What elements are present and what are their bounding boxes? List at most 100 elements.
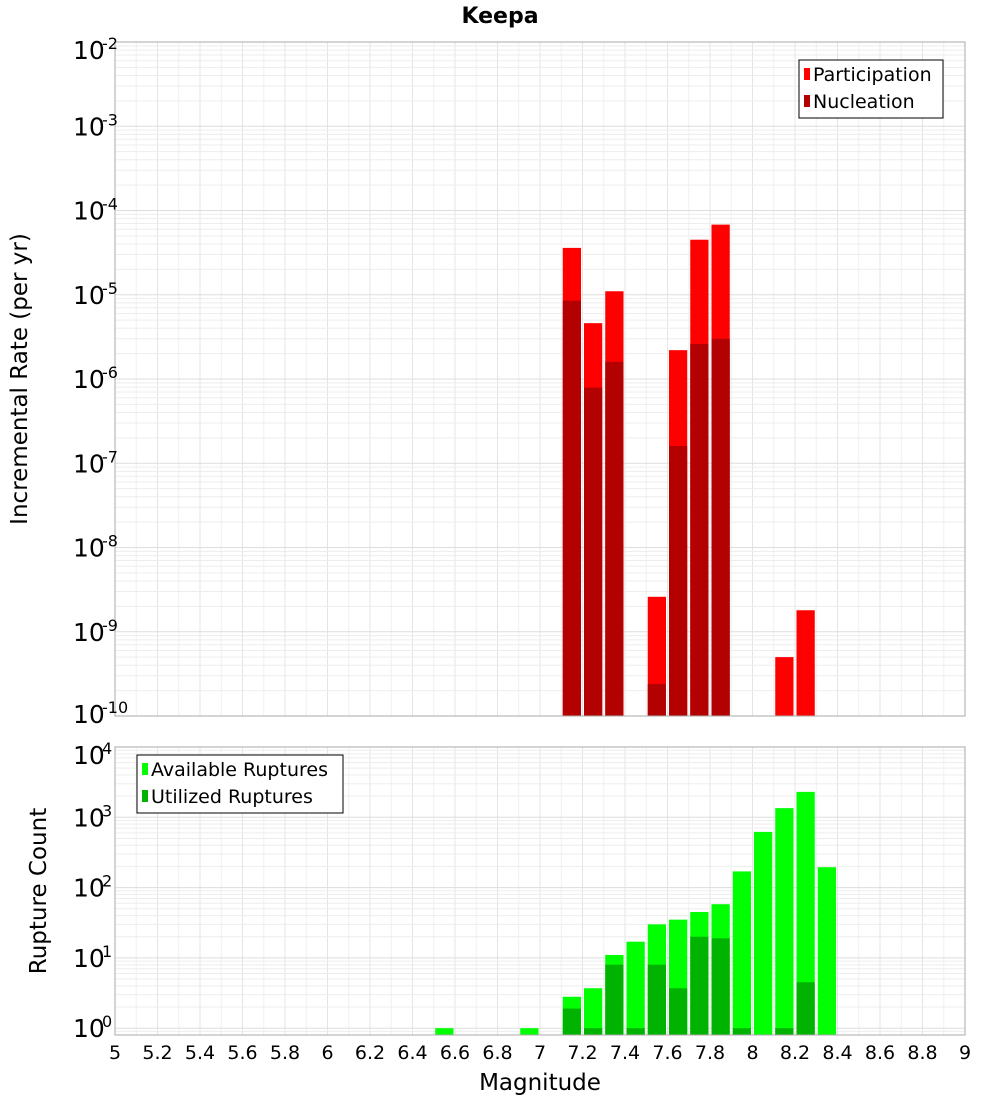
x-tick-label: 8.8 — [907, 1042, 937, 1064]
x-axis-ticks: 5 5.2 5.4 5.6 5.8 6 6.2 6.4 6.6 6.8 7 7.2 7.4 7.6 7.8 8… — [109, 1042, 971, 1064]
top-y-tick-label: 10 — [73, 197, 105, 226]
available-ruptures-bar — [520, 1028, 539, 1035]
x-tick-label: 7 — [534, 1042, 546, 1064]
utilized-ruptures-legend-swatch — [142, 790, 148, 802]
bottom-plot-bars — [435, 791, 836, 1035]
nucleation-legend-swatch — [804, 95, 810, 107]
top-plot-bars — [562, 224, 815, 716]
top-y-tick-exponent: -9 — [102, 616, 118, 635]
x-tick-label: 5.2 — [142, 1042, 172, 1064]
utilized-ruptures-bar — [669, 988, 688, 1035]
nucleation-bar — [605, 361, 624, 716]
utilized-ruptures-bar — [584, 1028, 603, 1035]
available-ruptures-bar — [732, 871, 751, 1035]
bottom-y-tick-label: 10 — [73, 1014, 105, 1043]
top-plot-frame — [114, 41, 966, 717]
x-axis-title: Magnitude — [479, 1070, 601, 1096]
bottom-plot-frame — [114, 746, 966, 1036]
top-legend: Participation Nucleation — [798, 59, 944, 119]
bottom-y-tick-exponent: 0 — [102, 1012, 112, 1031]
utilized-ruptures-bar — [690, 936, 709, 1035]
top-legend-box — [798, 59, 944, 119]
participation-bar — [796, 610, 815, 716]
nucleation-bar — [669, 446, 688, 716]
top-y-tick-label: 10 — [73, 700, 105, 729]
x-tick-label: 6.2 — [355, 1042, 385, 1064]
x-tick-label: 6.8 — [482, 1042, 512, 1064]
utilized-ruptures-bar — [711, 938, 730, 1035]
utilized-ruptures-bar — [562, 1008, 581, 1035]
utilized-ruptures-bar — [647, 964, 666, 1035]
bottom-y-tick-label: 10 — [73, 874, 105, 903]
top-y-tick-exponent: -10 — [102, 698, 128, 717]
top-y-tick-exponent: -5 — [102, 279, 118, 298]
x-tick-label: 6.6 — [440, 1042, 470, 1064]
nucleation-bar — [647, 683, 666, 716]
x-tick-label: 5.4 — [185, 1042, 215, 1064]
bottom-y-axis-title: Rupture Count — [26, 808, 52, 974]
top-y-tick-exponent: -4 — [102, 195, 118, 214]
x-tick-label: 8.2 — [780, 1042, 810, 1064]
top-y-tick-label: 10 — [73, 534, 105, 563]
available-ruptures-bar — [626, 941, 645, 1035]
x-tick-label: 8.4 — [822, 1042, 852, 1064]
top-y-axis-title: Incremental Rate (per yr) — [7, 233, 33, 525]
bottom-y-tick-label: 10 — [73, 741, 105, 770]
x-tick-label: 7.6 — [652, 1042, 682, 1064]
chart-title: Keepa — [461, 4, 538, 29]
x-tick-label: 8 — [746, 1042, 758, 1064]
available-ruptures-bar — [584, 988, 603, 1035]
x-tick-label: 9 — [959, 1042, 971, 1064]
top-y-tick-exponent: -3 — [102, 110, 118, 129]
utilized-ruptures-bar — [775, 1028, 794, 1035]
x-tick-label: 7.8 — [695, 1042, 725, 1064]
bottom-y-tick-exponent: 3 — [102, 801, 112, 820]
bottom-legend: Available Ruptures Utilized Ruptures — [136, 754, 344, 814]
top-plot-grid — [115, 42, 965, 716]
x-tick-label: 5.6 — [227, 1042, 257, 1064]
top-y-tick-label: 10 — [73, 281, 105, 310]
available-ruptures-bar — [796, 791, 815, 1035]
available-ruptures-bar — [754, 831, 773, 1035]
top-y-tick-exponent: -7 — [102, 447, 118, 466]
bottom-y-tick-label: 10 — [73, 944, 105, 973]
available-ruptures-bar — [817, 867, 836, 1035]
nucleation-bar — [690, 344, 709, 716]
x-tick-label: 6.4 — [397, 1042, 427, 1064]
nucleation-legend-label: Nucleation — [813, 91, 915, 113]
x-tick-label: 5 — [109, 1042, 121, 1064]
utilized-ruptures-legend-label: Utilized Ruptures — [151, 786, 313, 808]
participation-legend-label: Participation — [813, 64, 932, 86]
available-ruptures-bar — [435, 1028, 454, 1035]
available-ruptures-bar — [775, 808, 794, 1035]
top-y-tick-label: 10 — [73, 618, 105, 647]
bottom-plot-grid — [115, 747, 965, 1035]
utilized-ruptures-bar — [626, 1028, 645, 1035]
top-y-tick-label: 10 — [73, 36, 105, 65]
bottom-y-tick-exponent: 2 — [102, 872, 112, 891]
bottom-y-tick-exponent: 1 — [102, 942, 112, 961]
x-tick-label: 6 — [321, 1042, 333, 1064]
top-y-tick-exponent: -6 — [102, 363, 118, 382]
participation-legend-swatch — [804, 68, 810, 80]
utilized-ruptures-bar — [796, 982, 815, 1035]
top-y-tick-label: 10 — [73, 365, 105, 394]
nucleation-bar — [711, 338, 730, 716]
participation-bar — [775, 657, 794, 716]
nucleation-bar — [584, 387, 603, 716]
nucleation-bar — [562, 300, 581, 716]
bottom-y-tick-exponent: 4 — [102, 739, 112, 758]
x-tick-label: 8.6 — [865, 1042, 895, 1064]
x-tick-label: 7.4 — [610, 1042, 640, 1064]
utilized-ruptures-bar — [732, 1028, 751, 1035]
top-y-tick-exponent: -8 — [102, 532, 118, 551]
available-ruptures-legend-swatch — [142, 763, 148, 775]
top-y-tick-exponent: -2 — [102, 34, 118, 53]
utilized-ruptures-bar — [605, 964, 624, 1035]
x-tick-label: 7.2 — [567, 1042, 597, 1064]
top-y-tick-label: 10 — [73, 112, 105, 141]
bottom-y-tick-label: 10 — [73, 803, 105, 832]
